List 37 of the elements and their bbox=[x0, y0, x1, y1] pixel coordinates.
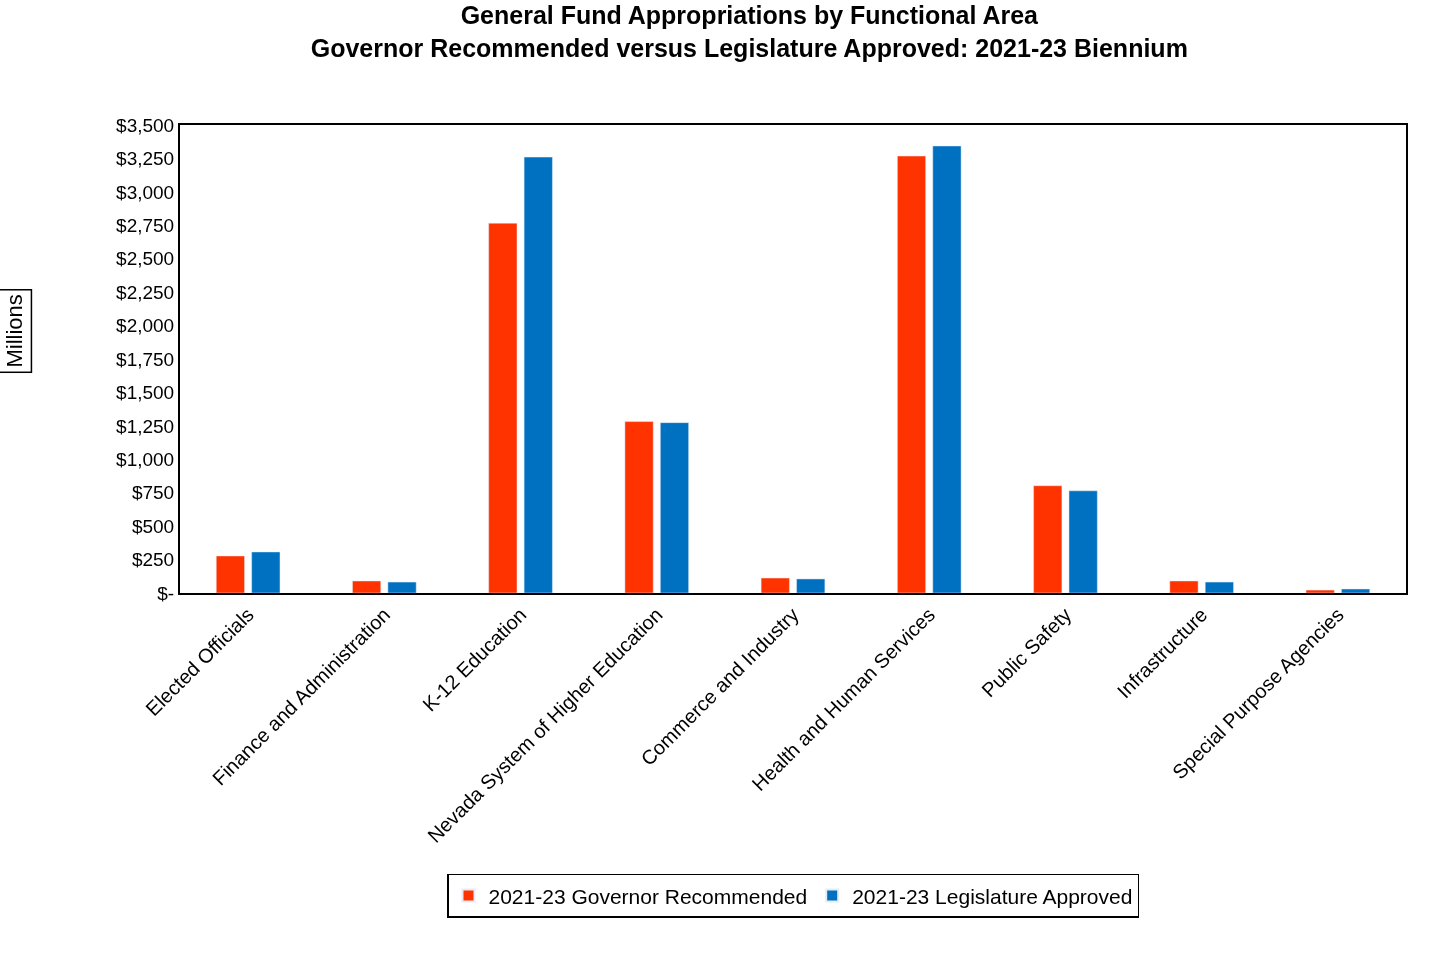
bar bbox=[760, 577, 790, 593]
bar bbox=[488, 222, 518, 593]
y-tick-label: $1,500 bbox=[116, 382, 175, 404]
y-tick-label: $3,000 bbox=[116, 181, 175, 203]
legend-label: 2021-23 Governor Recommended bbox=[488, 884, 808, 908]
bar bbox=[660, 422, 689, 593]
bar bbox=[1033, 485, 1063, 593]
bar bbox=[215, 555, 245, 593]
y-tick-label: $1,750 bbox=[116, 348, 175, 370]
y-tick-label: $1,000 bbox=[116, 448, 175, 470]
y-tick-label: $750 bbox=[131, 482, 175, 504]
bar bbox=[1169, 580, 1199, 593]
bar bbox=[1068, 490, 1098, 593]
bar bbox=[387, 581, 417, 593]
bar bbox=[932, 145, 962, 593]
y-tick-label: $2,250 bbox=[116, 281, 175, 303]
y-tick-label: $2,500 bbox=[116, 248, 175, 270]
bar bbox=[1341, 588, 1371, 593]
bar bbox=[1204, 581, 1234, 593]
bar bbox=[796, 578, 826, 593]
bar bbox=[523, 156, 553, 593]
y-tick-label: $500 bbox=[131, 515, 175, 537]
bar bbox=[897, 155, 926, 593]
y-tick-label: $3,250 bbox=[116, 148, 175, 170]
y-tick-label: $250 bbox=[131, 549, 175, 571]
bar bbox=[352, 580, 382, 593]
y-tick-label: $3,500 bbox=[116, 114, 175, 136]
bar bbox=[251, 551, 281, 593]
y-tick-label: $2,000 bbox=[116, 315, 175, 337]
y-tick-label: $2,750 bbox=[116, 214, 175, 236]
chart-title: General Fund Appropriations by Functional Area Governor Recommended versus Legislature Approved: 2021-23 Biennium bbox=[310, 1, 1188, 62]
legend-label: 2021-23 Legislature Approved bbox=[852, 884, 1133, 908]
y-axis-title: Millions bbox=[1, 294, 27, 368]
y-tick-label: $1,250 bbox=[116, 415, 175, 437]
y-tick-label: $- bbox=[157, 582, 175, 604]
bar bbox=[624, 421, 654, 593]
bar bbox=[1305, 589, 1335, 593]
